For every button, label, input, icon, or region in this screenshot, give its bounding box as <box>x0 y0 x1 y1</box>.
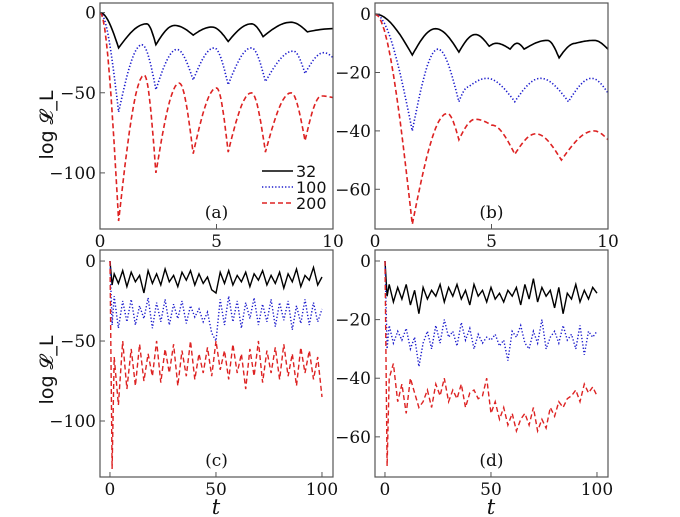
x-tick-label: 0 <box>105 480 116 500</box>
y-tick-label: −60 <box>335 180 371 200</box>
axes-frame <box>99 249 334 478</box>
panel-label: (b) <box>479 203 503 223</box>
y-tick-label: −100 <box>49 164 96 184</box>
y-tick-label: 0 <box>360 5 371 25</box>
y-axis-label-c: log 𝓛_L <box>36 335 58 404</box>
y-tick-label: −40 <box>335 369 371 389</box>
series-line-32 <box>100 11 333 50</box>
series-line-100 <box>100 11 333 113</box>
x-tick-label: 50 <box>480 480 502 500</box>
y-axis-label-a: log 𝓛_L <box>36 90 58 159</box>
y-tick-label: −50 <box>60 84 96 104</box>
x-tick-label: 10 <box>597 232 619 252</box>
panel-label: (c) <box>205 451 228 471</box>
y-tick-label: −50 <box>60 332 96 352</box>
y-tick-label: −40 <box>335 122 371 142</box>
y-tick-label: −100 <box>49 412 96 432</box>
panel-d: 0 50 100 0 −20 −40 −60 (d) t <box>335 249 613 517</box>
y-tick-label: −20 <box>335 63 371 83</box>
x-tick-label: 0 <box>95 232 106 252</box>
panel-label: (a) <box>205 203 228 223</box>
x-tick-label: 100 <box>581 480 613 500</box>
x-tick-label: 100 <box>306 480 338 500</box>
series-line-100 <box>375 13 608 132</box>
panel-label: (d) <box>479 451 503 471</box>
x-tick-label: 10 <box>322 232 344 252</box>
y-tick-label: 0 <box>85 252 96 272</box>
series-line-32 <box>109 260 323 295</box>
series-line-200 <box>375 13 608 225</box>
y-tick-label: −20 <box>335 311 371 331</box>
x-axis-label: t <box>212 495 221 517</box>
series-line-100 <box>384 260 598 367</box>
y-tick-label: 0 <box>360 252 371 272</box>
legend-label: 32 <box>296 162 316 181</box>
series-line-200 <box>384 260 598 467</box>
x-tick-label: 0 <box>370 232 381 252</box>
series-line-32 <box>384 260 598 314</box>
legend-label: 100 <box>296 178 327 197</box>
axes-frame <box>374 249 609 478</box>
x-tick-label: 5 <box>486 232 497 252</box>
legend-label: 200 <box>296 194 327 213</box>
x-tick-label: 0 <box>380 480 391 500</box>
y-tick-label: 0 <box>85 4 96 24</box>
x-axis-label: t <box>487 495 496 517</box>
x-tick-label: 50 <box>205 480 227 500</box>
series-line-100 <box>109 260 323 344</box>
series-line-200 <box>100 12 333 222</box>
panel-c: 0 50 100 0 −50 −100 (c) t <box>49 249 338 517</box>
panel-b: 0 5 10 0 −20 −40 −60 (b) <box>335 2 619 252</box>
y-tick-label: −60 <box>335 428 371 448</box>
series-line-200 <box>109 260 323 470</box>
series-line-32 <box>375 13 608 60</box>
x-tick-label: 5 <box>211 232 222 252</box>
